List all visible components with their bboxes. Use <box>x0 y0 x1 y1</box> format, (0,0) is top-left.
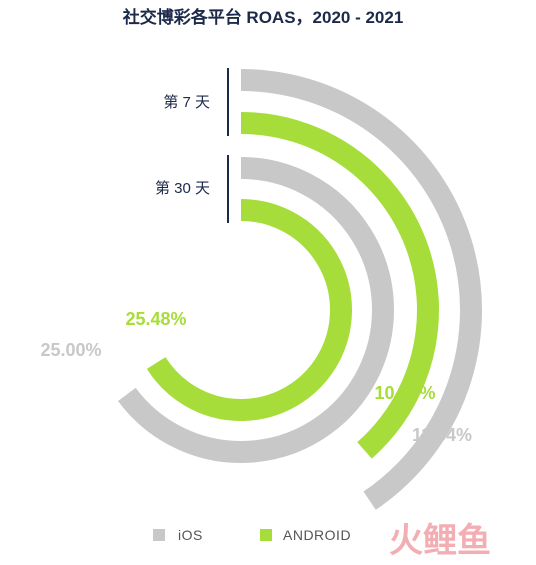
arc-day30-ios <box>117 157 394 463</box>
value-label-day7-ios: 11.34% <box>412 425 472 445</box>
arc-day7-android <box>240 112 439 459</box>
legend-label-android: ANDROID <box>283 527 351 543</box>
legend-swatch-ios <box>153 529 165 541</box>
legend-swatch-android <box>260 529 272 541</box>
arc-day30-android <box>146 199 352 421</box>
legend-label-ios: iOS <box>178 527 203 543</box>
value-label-day30-android: 25.48% <box>125 309 186 329</box>
chart-title: 社交博彩各平台 ROAS，2020 - 2021 <box>122 7 404 27</box>
ring-label-day7: 第 7 天 <box>163 93 210 111</box>
arc-day7-ios <box>240 69 482 510</box>
value-label-day30-ios: 25.00% <box>40 340 101 360</box>
value-label-day7-android: 10.77% <box>374 383 435 403</box>
watermark-logo: 火鲤鱼 <box>389 522 491 560</box>
ring-label-day30: 第 30 天 <box>155 179 210 197</box>
